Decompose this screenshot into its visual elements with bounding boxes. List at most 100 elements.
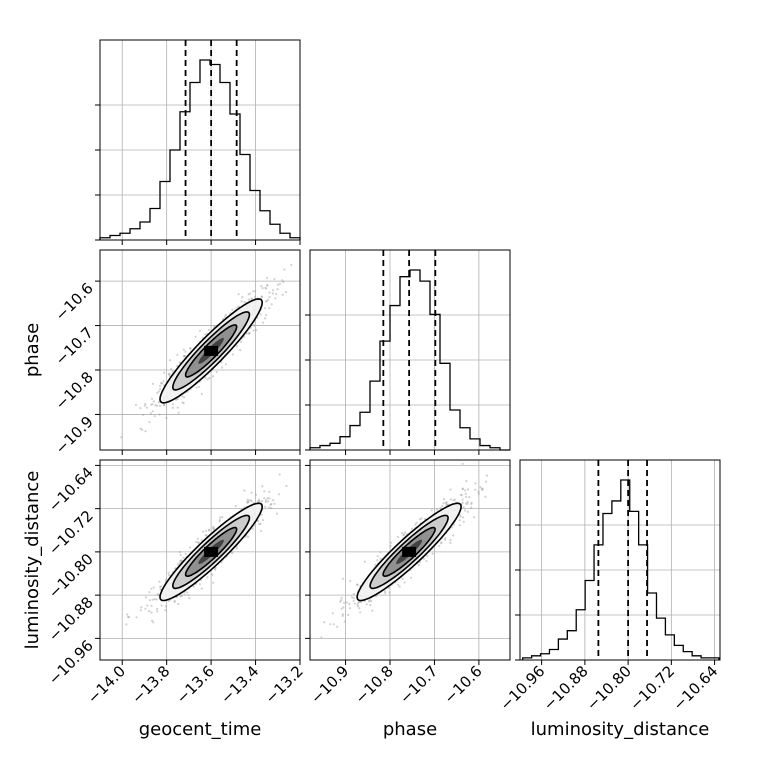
sample-point xyxy=(189,347,192,350)
sample-point xyxy=(215,371,218,374)
sample-point xyxy=(275,292,278,296)
sample-point xyxy=(211,573,214,576)
sample-point xyxy=(462,506,465,509)
sample-point xyxy=(370,600,373,603)
sample-point xyxy=(263,307,267,310)
sample-point xyxy=(158,404,161,407)
sample-point xyxy=(461,488,464,491)
sample-point xyxy=(202,530,205,533)
sample-point xyxy=(253,324,256,327)
sample-point xyxy=(339,600,342,603)
sample-point xyxy=(182,348,185,351)
sample-point xyxy=(200,587,203,590)
sample-point xyxy=(425,559,428,563)
sample-point xyxy=(352,597,355,600)
sample-point xyxy=(444,537,447,540)
sample-point xyxy=(468,496,471,499)
sample-point xyxy=(442,498,446,501)
scatter-phase-vs-geocent-time-frame xyxy=(99,249,301,451)
sample-point xyxy=(243,301,246,304)
sample-point xyxy=(251,527,254,530)
sample-point xyxy=(182,556,185,559)
sample-point xyxy=(422,557,425,560)
sample-point xyxy=(239,349,242,352)
sample-point xyxy=(212,525,215,529)
sample-point xyxy=(153,598,156,601)
sample-point xyxy=(150,587,153,590)
sample-point xyxy=(173,599,176,603)
sample-point xyxy=(198,329,202,332)
sample-point xyxy=(247,293,250,296)
sample-point xyxy=(267,298,270,301)
sample-point xyxy=(208,528,211,531)
sample-point xyxy=(270,507,273,510)
sample-point xyxy=(178,561,181,565)
sample-point xyxy=(359,600,362,604)
sample-point xyxy=(218,518,221,522)
sample-point xyxy=(152,621,155,624)
sample-point xyxy=(275,512,279,515)
sample-point xyxy=(200,539,203,542)
sample-point xyxy=(260,500,264,503)
sample-point xyxy=(158,384,162,388)
sample-point xyxy=(250,491,253,494)
y-axis-label-phase: phase xyxy=(22,323,43,377)
hist-phase-step xyxy=(309,269,510,451)
sample-point xyxy=(139,427,142,430)
sample-point xyxy=(157,594,160,597)
sample-point xyxy=(265,300,268,303)
sample-point xyxy=(458,519,461,522)
sample-point xyxy=(196,537,199,540)
sample-point xyxy=(144,402,147,406)
sample-point xyxy=(332,623,335,626)
sample-point xyxy=(452,499,455,502)
sample-point xyxy=(146,604,149,607)
sample-point xyxy=(274,297,277,300)
sample-point xyxy=(261,295,264,299)
sample-point xyxy=(223,315,226,318)
sample-point xyxy=(438,544,441,548)
sample-point xyxy=(260,295,263,298)
scatter-luminosity-distance-vs-geocent-time-contour xyxy=(171,514,251,590)
sample-point xyxy=(246,501,249,504)
sample-point xyxy=(375,595,378,598)
sample-point xyxy=(177,411,180,414)
sample-point xyxy=(149,412,152,415)
sample-point xyxy=(214,568,217,571)
sample-point xyxy=(173,600,176,604)
sample-point xyxy=(270,303,273,306)
sample-point xyxy=(213,527,216,530)
sample-point xyxy=(440,542,443,545)
sample-point xyxy=(445,501,448,504)
sample-point xyxy=(151,410,154,413)
sample-point xyxy=(237,293,240,296)
sample-point xyxy=(254,295,257,298)
sample-point xyxy=(180,559,183,562)
sample-point xyxy=(192,585,195,588)
sample-point xyxy=(171,406,174,409)
sample-point xyxy=(281,279,284,282)
sample-point xyxy=(197,541,200,545)
sample-point xyxy=(159,588,162,591)
sample-point xyxy=(356,583,359,586)
sample-point xyxy=(336,625,339,628)
sample-point xyxy=(167,372,170,375)
sample-point xyxy=(139,407,142,410)
sample-point xyxy=(224,363,228,366)
sample-point xyxy=(189,546,192,549)
sample-point xyxy=(459,515,462,518)
sample-point xyxy=(365,603,368,606)
sample-point xyxy=(162,404,165,407)
sample-point xyxy=(444,501,448,504)
sample-point xyxy=(156,607,159,611)
sample-point xyxy=(247,501,250,504)
sample-point xyxy=(211,527,215,530)
sample-point xyxy=(265,287,268,290)
sample-point xyxy=(461,501,464,504)
sample-point xyxy=(278,493,281,496)
sample-point xyxy=(356,605,359,608)
sample-point xyxy=(446,503,449,506)
sample-point xyxy=(271,292,274,295)
sample-point xyxy=(449,498,452,501)
